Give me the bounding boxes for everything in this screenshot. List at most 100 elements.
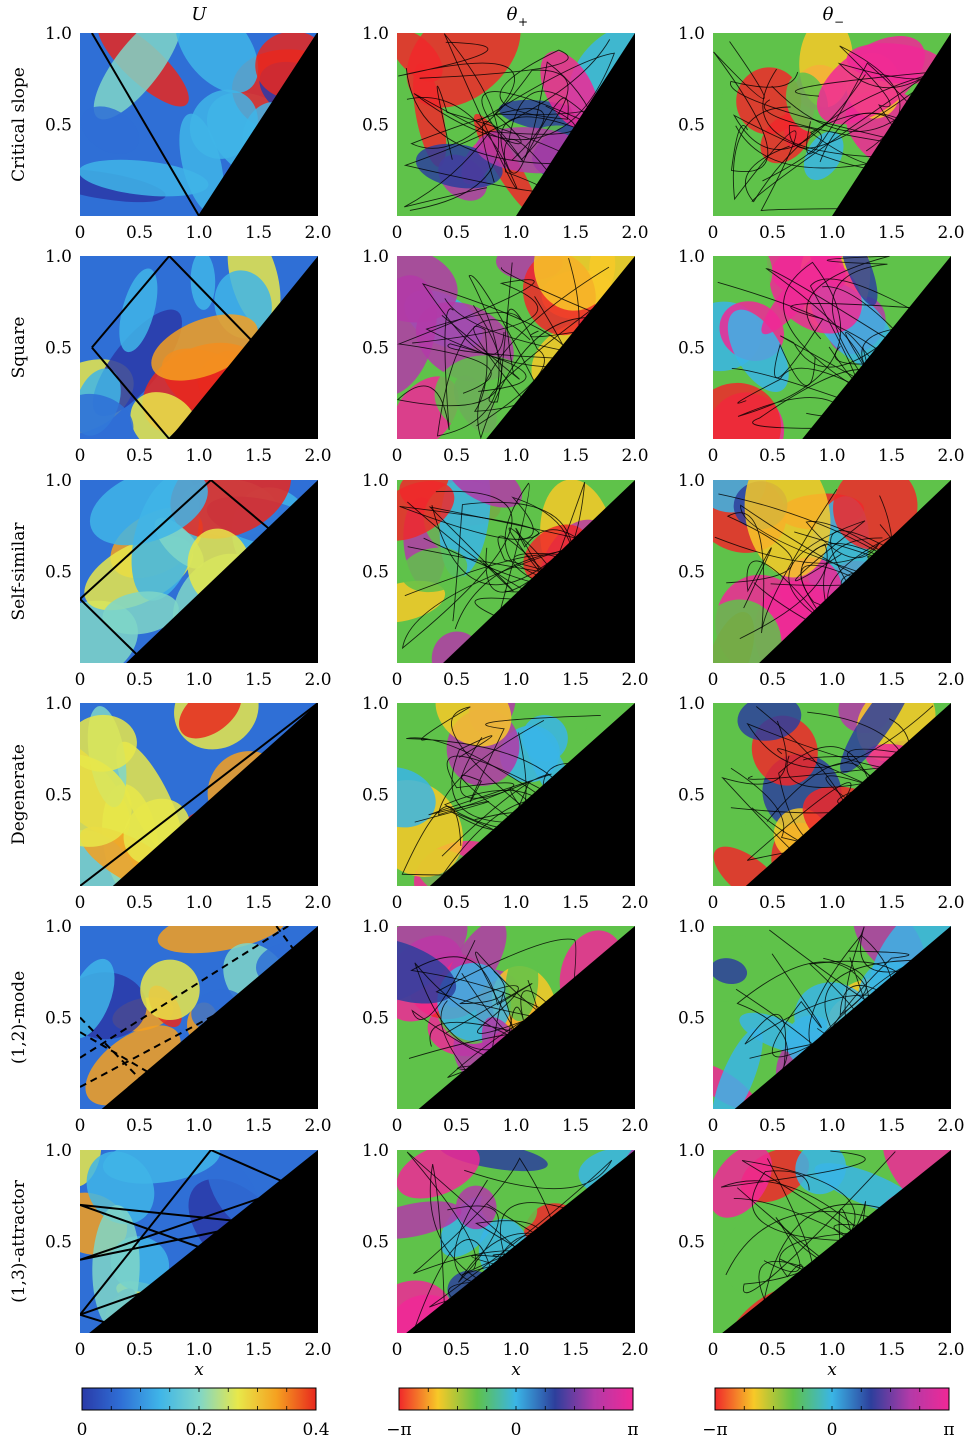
row-label: Self-similar xyxy=(9,522,29,621)
x-tick-label: 1.0 xyxy=(818,893,845,913)
y-tick-label: 1.0 xyxy=(678,1141,705,1161)
y-tick-label: 1.0 xyxy=(45,694,72,714)
x-tick-label: 1.5 xyxy=(245,223,272,243)
colorbar-tick-label: 0.4 xyxy=(302,1420,329,1440)
field-patch xyxy=(795,1150,847,1195)
contour-line xyxy=(431,501,573,622)
y-tick-label: 1.0 xyxy=(678,247,705,267)
x-axis-label: x xyxy=(827,1360,837,1380)
column-title: θ xyxy=(823,4,834,25)
panel: 0 0.5 1.0 1.5 2.0 0.5 1.0 xyxy=(45,694,332,913)
field xyxy=(397,480,635,663)
contour-line xyxy=(751,1170,867,1293)
slope-region xyxy=(722,1150,951,1333)
field xyxy=(397,703,635,886)
x-axis-label: x xyxy=(194,1360,204,1380)
colorbar-tick-label: π xyxy=(627,1420,638,1440)
slope-region xyxy=(443,480,635,663)
contour-line xyxy=(477,266,613,439)
field xyxy=(397,33,635,216)
x-tick-label: 0.5 xyxy=(759,1340,786,1360)
x-axis-label: x xyxy=(511,1360,521,1380)
x-tick-label: 0 xyxy=(75,223,86,243)
column-title: θ xyxy=(507,4,518,25)
contour-line xyxy=(405,67,585,165)
colorbar-tick-label: −π xyxy=(386,1420,411,1440)
x-tick-label: 0 xyxy=(708,893,719,913)
contour-line xyxy=(732,106,915,212)
y-tick-label: 1.0 xyxy=(678,694,705,714)
x-tick-label: 1.5 xyxy=(878,1340,905,1360)
field-patch xyxy=(739,1012,815,1054)
contour-line xyxy=(726,488,838,634)
x-tick-label: 2.0 xyxy=(937,446,964,466)
x-tick-label: 2.0 xyxy=(937,1340,964,1360)
panel: 0 0.5 1.0 1.5 2.0 0.5 1.0 xyxy=(45,917,332,1136)
field-patch xyxy=(400,547,468,593)
panel: 0 0.5 1.0 1.5 2.0 0.5 1.0 xyxy=(362,917,649,1136)
contour-line xyxy=(774,303,948,387)
y-tick-label: 1.0 xyxy=(678,471,705,491)
slope-region xyxy=(734,926,951,1109)
contour-line xyxy=(413,1234,564,1330)
x-tick-label: 1.0 xyxy=(818,446,845,466)
field xyxy=(713,926,951,1109)
row-label: Critical slope xyxy=(9,67,29,182)
ray-path xyxy=(91,33,318,216)
colorbar-tick-label: π xyxy=(943,1420,954,1440)
column-title-subscript: + xyxy=(518,15,528,29)
panel: 0 0.5 1.0 1.5 2.0 0.5 1.0 xyxy=(678,247,965,466)
field xyxy=(713,256,951,439)
slope-region xyxy=(169,256,318,439)
y-tick-label: 1.0 xyxy=(362,694,389,714)
x-tick-label: 1.5 xyxy=(562,1340,589,1360)
contour-line xyxy=(454,1179,581,1285)
x-tick-label: 2.0 xyxy=(304,1116,331,1136)
field-patch xyxy=(175,33,259,94)
y-tick-label: 0.5 xyxy=(362,1009,389,1029)
field-patch xyxy=(102,591,179,635)
x-tick-label: 1.5 xyxy=(562,670,589,690)
ray-path xyxy=(80,926,289,1059)
field-patch xyxy=(130,392,199,439)
field-patch xyxy=(80,754,132,847)
y-tick-label: 0.5 xyxy=(45,339,72,359)
field-patch xyxy=(727,309,789,393)
contour-line xyxy=(397,305,502,431)
y-tick-label: 1.0 xyxy=(45,471,72,491)
field-patch xyxy=(170,480,292,539)
row-label: (1,3)-attractor xyxy=(9,1179,29,1303)
field-patch xyxy=(397,275,437,396)
x-tick-label: 1.5 xyxy=(245,1340,272,1360)
field-patch xyxy=(179,113,224,214)
contour-line xyxy=(762,71,941,182)
x-tick-label: 1.0 xyxy=(502,670,529,690)
x-tick-label: 0 xyxy=(75,446,86,466)
field-patch xyxy=(713,256,773,299)
x-tick-label: 1.0 xyxy=(818,1116,845,1136)
field-patch xyxy=(816,35,925,125)
field-patch xyxy=(86,1151,155,1225)
x-tick-label: 0 xyxy=(392,670,403,690)
x-tick-label: 0.5 xyxy=(443,670,470,690)
x-tick-label: 1.0 xyxy=(502,893,529,913)
field-patch xyxy=(80,958,115,1039)
field-patch xyxy=(761,256,847,335)
field xyxy=(80,1150,318,1333)
x-tick-label: 0 xyxy=(75,670,86,690)
contour-line xyxy=(406,33,518,211)
x-tick-label: 2.0 xyxy=(621,446,648,466)
x-tick-label: 0 xyxy=(392,446,403,466)
x-tick-label: 1.0 xyxy=(185,1340,212,1360)
field-patch xyxy=(397,780,463,877)
x-tick-label: 1.0 xyxy=(818,670,845,690)
colorbar-tick-label: −π xyxy=(702,1420,727,1440)
field-patch xyxy=(80,159,209,197)
x-tick-label: 0 xyxy=(708,1340,719,1360)
x-tick-label: 1.5 xyxy=(878,223,905,243)
x-tick-label: 1.0 xyxy=(185,893,212,913)
x-tick-label: 0.5 xyxy=(126,1116,153,1136)
slope-region xyxy=(802,256,951,439)
field-patch xyxy=(81,106,140,155)
field-patch xyxy=(713,599,782,663)
